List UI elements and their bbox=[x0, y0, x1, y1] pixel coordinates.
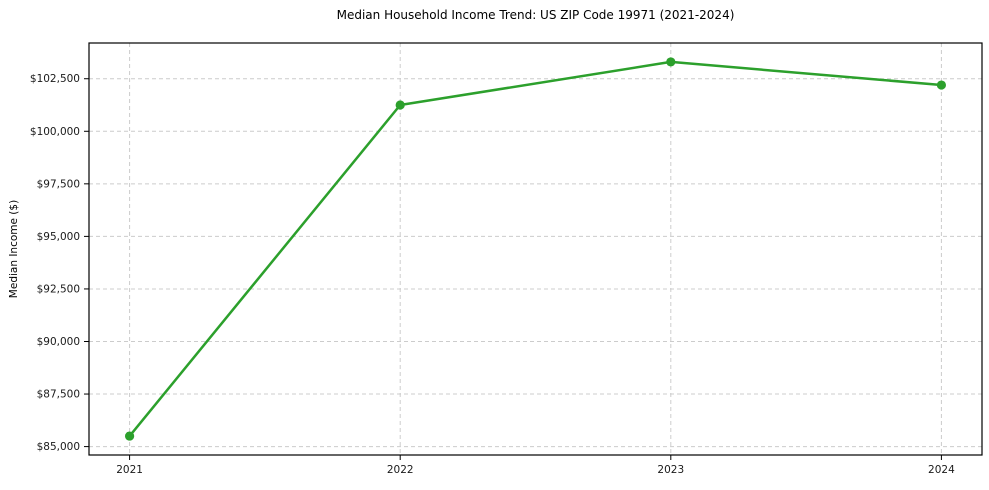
data-point-marker bbox=[124, 431, 135, 441]
x-tick-label: 2021 bbox=[116, 464, 143, 476]
y-tick-label: $85,000 bbox=[37, 441, 80, 453]
y-tick-label: $97,500 bbox=[37, 178, 80, 190]
x-tick-label: 2023 bbox=[657, 464, 684, 476]
data-line bbox=[128, 60, 943, 438]
y-tick-label: $92,500 bbox=[37, 283, 80, 295]
y-tick-label: $102,500 bbox=[30, 73, 80, 85]
data-point-marker bbox=[666, 57, 676, 67]
y-tick-label: $95,000 bbox=[37, 231, 80, 243]
axes-frame bbox=[88, 42, 983, 456]
x-tick-label: 2022 bbox=[387, 464, 414, 476]
x-tick-label: 2024 bbox=[928, 464, 955, 476]
y-tick-label: $87,500 bbox=[37, 389, 80, 401]
data-point-marker bbox=[936, 80, 947, 90]
y-tick-label: $90,000 bbox=[37, 336, 80, 348]
chart-title: Median Household Income Trend: US ZIP Co… bbox=[336, 8, 735, 22]
y-tick-label: $100,000 bbox=[30, 126, 80, 138]
data-point-marker bbox=[395, 100, 405, 110]
